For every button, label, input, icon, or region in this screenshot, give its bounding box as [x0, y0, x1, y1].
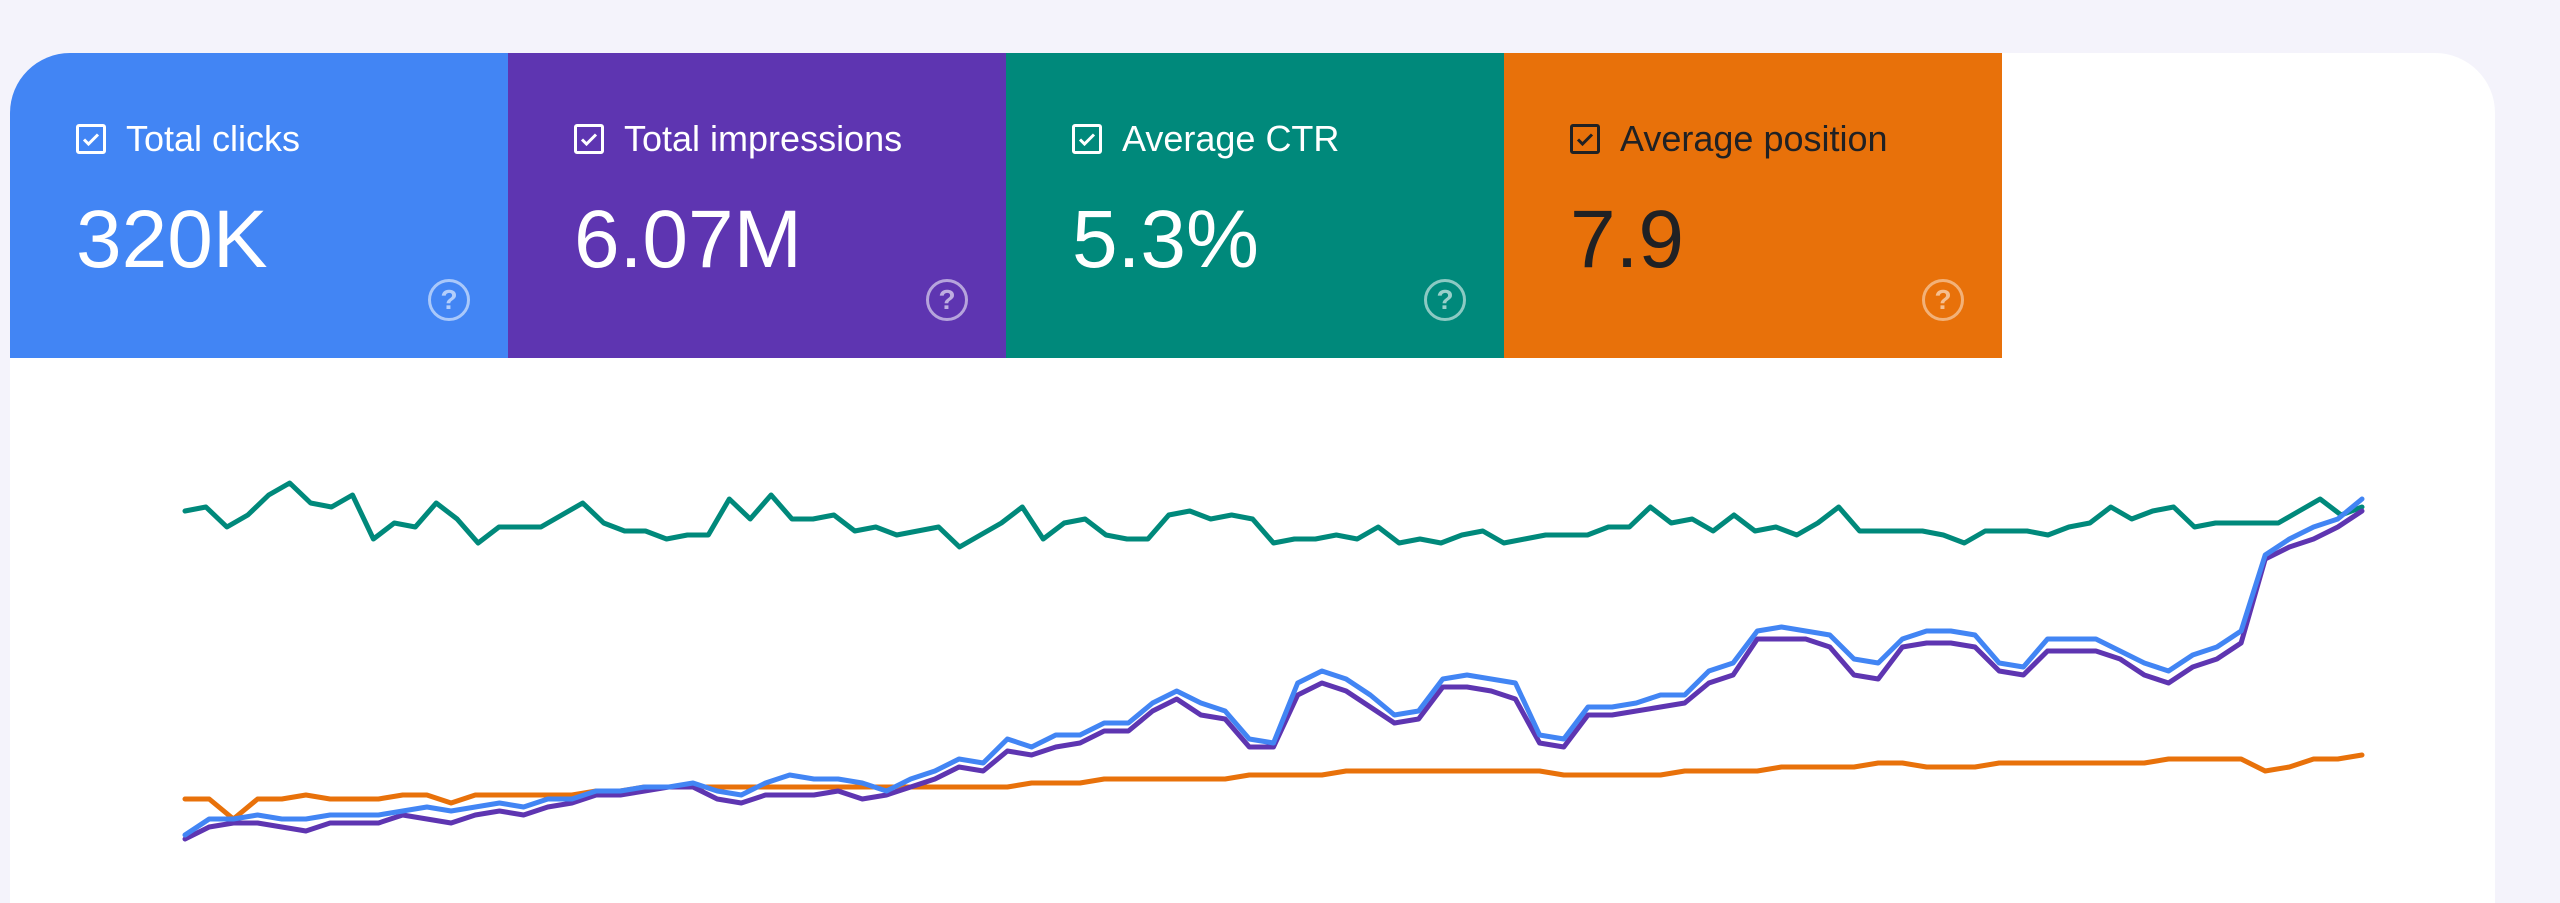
question-circle-icon[interactable]: ? — [1424, 279, 1466, 321]
metric-card-average-position[interactable]: Average position 7.9 ? — [1504, 53, 2002, 358]
metric-label: Average position — [1620, 118, 1888, 159]
question-circle-icon[interactable]: ? — [428, 279, 470, 321]
metric-card-header: Average CTR — [1072, 121, 1339, 157]
metric-card-average-ctr[interactable]: Average CTR 5.3% ? — [1006, 53, 1504, 358]
metric-card-header: Total clicks — [76, 121, 300, 157]
question-circle-icon[interactable]: ? — [1922, 279, 1964, 321]
checked-checkbox-icon[interactable] — [574, 124, 604, 154]
series-line-3 — [182, 496, 2365, 838]
metric-card-total-impressions[interactable]: Total impressions 6.07M ? — [508, 53, 1006, 358]
metric-card-total-clicks[interactable]: Total clicks 320K ? — [10, 53, 508, 358]
checked-checkbox-icon[interactable] — [1072, 124, 1102, 154]
performance-panel: Total clicks 320K ? Total impressions 6.… — [10, 53, 2495, 903]
metric-card-header: Total impressions — [574, 121, 902, 157]
metric-value: 7.9 — [1570, 194, 1684, 285]
checked-checkbox-icon[interactable] — [76, 124, 106, 154]
series-line-0 — [182, 480, 2365, 550]
metric-label: Total clicks — [126, 118, 301, 159]
metric-label: Total impressions — [624, 118, 903, 159]
checked-checkbox-icon[interactable] — [1570, 124, 1600, 154]
metric-value: 5.3% — [1072, 194, 1259, 285]
metric-value: 320K — [76, 194, 268, 285]
metric-value: 6.07M — [574, 194, 802, 285]
question-circle-icon[interactable]: ? — [926, 279, 968, 321]
metric-card-header: Average position — [1570, 121, 1888, 157]
series-line-1 — [182, 752, 2365, 822]
performance-line-chart — [182, 480, 2365, 842]
metric-label: Average CTR — [1122, 118, 1340, 159]
metric-cards: Total clicks 320K ? Total impressions 6.… — [10, 53, 2002, 358]
series-line-2 — [182, 508, 2365, 842]
